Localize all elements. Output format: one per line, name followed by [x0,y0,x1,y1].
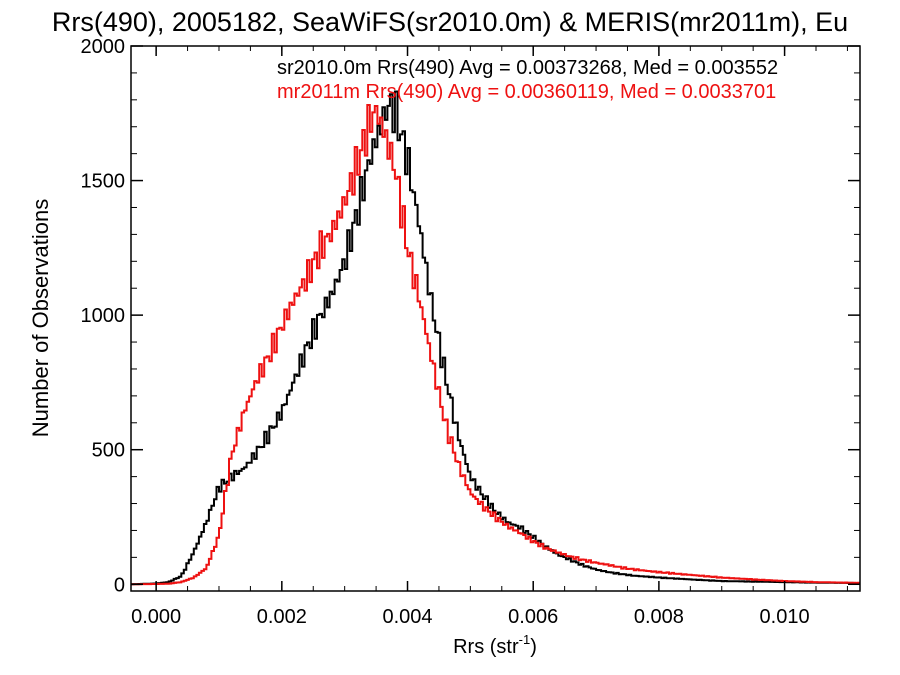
x-axis-label-close: ) [530,636,537,658]
x-tick-label: 0.006 [508,606,558,628]
x-axis-label-sup: -1 [519,632,531,647]
legend-entry-mr2011: mr2011m Rrs(490) Avg = 0.00360119, Med =… [277,81,776,103]
x-axis-label-main: Rrs (str [453,636,519,658]
series-sr2010-line [131,90,860,586]
series-mr2011-line [131,104,860,586]
x-tick-label: 0.008 [634,606,684,628]
y-tick-label: 1500 [81,171,126,193]
y-tick-label: 500 [92,440,125,462]
chart-title: Rrs(490), 2005182, SeaWiFS(sr2010.0m) & … [52,7,848,37]
plot-frame [130,45,861,592]
x-tick-label: 0.010 [760,606,810,628]
y-axis-label: Number of Observations [28,199,53,437]
x-tick-label: 0.000 [131,606,181,628]
legend: sr2010.0m Rrs(490) Avg = 0.00373268, Med… [277,57,778,103]
x-axis: 0.000 0.002 0.004 0.006 0.008 0.010 [131,46,848,628]
x-tick-label: 0.004 [382,606,432,628]
y-tick-label: 2000 [81,36,126,58]
y-tick-label: 1000 [81,305,126,327]
y-tick-label: 0 [114,574,125,596]
legend-entry-sr2010: sr2010.0m Rrs(490) Avg = 0.00373268, Med… [277,57,778,79]
x-tick-label: 0.002 [257,606,307,628]
x-axis-label: Rrs (str-1) [453,632,537,658]
y-axis: 0 500 1000 1500 2000 [81,36,860,596]
series-layer [131,90,860,586]
